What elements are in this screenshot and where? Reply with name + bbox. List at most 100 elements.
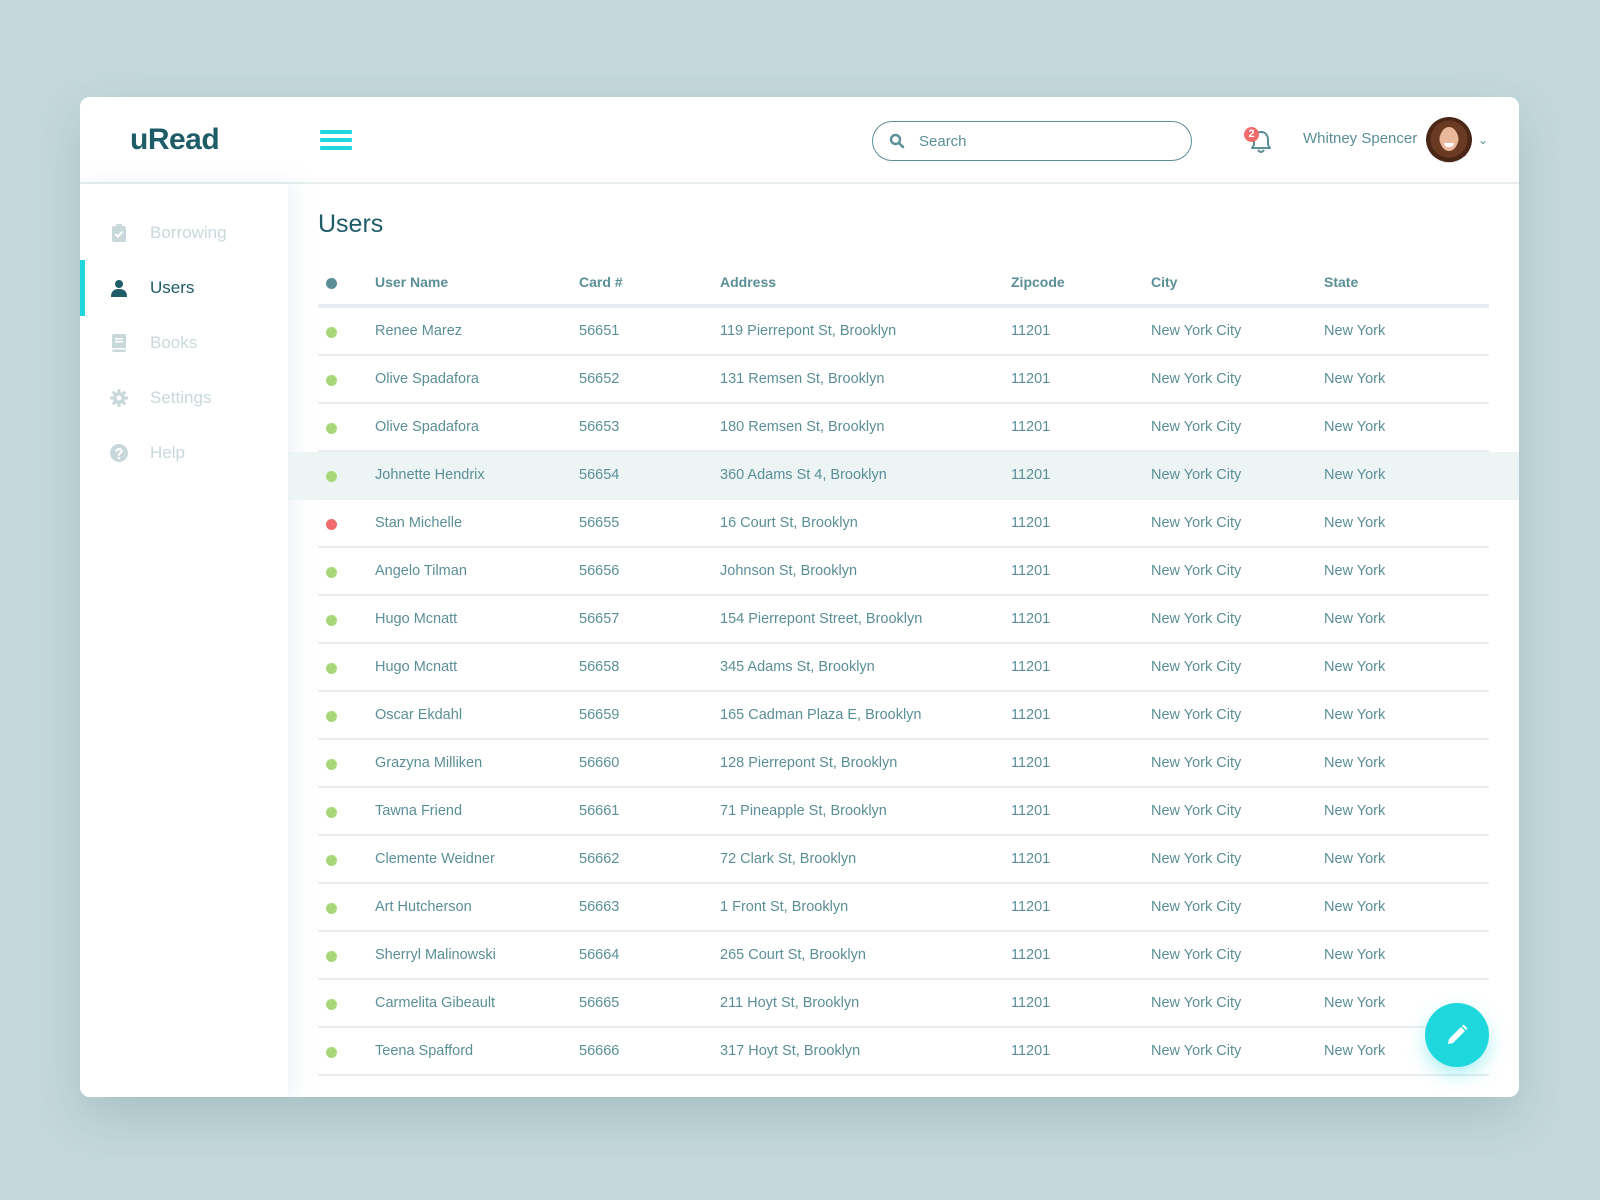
cell-card: 56666: [579, 1043, 620, 1059]
cell-user-name: Johnette Hendrix: [375, 467, 485, 483]
cell-city: New York City: [1151, 611, 1242, 627]
cell-state: New York: [1324, 419, 1386, 435]
table-row[interactable]: Olive Spadafora 56652 131 Remsen St, Brook…: [318, 356, 1489, 404]
cell-zipcode: 11201: [1011, 1043, 1051, 1059]
search-box[interactable]: [872, 121, 1192, 161]
cell-user-name: Sherryl Malinowski: [375, 947, 496, 963]
avatar-smile: [1444, 143, 1454, 147]
cell-city: New York City: [1151, 371, 1242, 387]
column-header-card[interactable]: Card #: [579, 274, 623, 290]
table-row[interactable]: Teena Spafford 56666 317 Hoyt St, Brooklyn…: [318, 1028, 1489, 1076]
cell-card: 56657: [579, 611, 620, 627]
sidebar-item-help[interactable]: Help: [80, 425, 288, 481]
table-row[interactable]: Tawna Friend 56661 71 Pineapple St, Brookl…: [318, 788, 1489, 836]
table-row[interactable]: Renee Marez 56651 119 Pierrepont St, Brook…: [318, 308, 1489, 356]
table-row[interactable]: Sherryl Malinowski 56664 265 Court St, Bro…: [318, 932, 1489, 980]
app-logo[interactable]: uRead: [130, 123, 220, 156]
cell-zipcode: 11201: [1011, 947, 1051, 963]
cell-card: 56662: [579, 851, 620, 867]
column-header-zipcode[interactable]: Zipcode: [1011, 274, 1065, 290]
cell-address: Johnson St, Brooklyn: [720, 563, 858, 579]
edit-fab-button[interactable]: [1425, 1003, 1489, 1067]
table-row[interactable]: Oscar Ekdahl 56659 165 Cadman Plaza E, Bro…: [318, 692, 1489, 740]
cell-user-name: Hugo Mcnatt: [375, 611, 458, 627]
sidebar: Borrowing Users Books: [80, 184, 288, 1097]
cell-city: New York City: [1151, 467, 1242, 483]
cell-state: New York: [1324, 947, 1386, 963]
table-row[interactable]: Grazyna Milliken 56660 128 Pierrepont St, …: [318, 740, 1489, 788]
column-header-address[interactable]: Address: [720, 274, 777, 290]
status-dot: [326, 519, 337, 530]
gear-icon: [110, 389, 128, 407]
table-row[interactable]: Olive Spadafora 56653 180 Remsen St, Brook…: [318, 404, 1489, 452]
cell-user-name: Olive Spadafora: [375, 371, 479, 387]
table-row[interactable]: Stan Michelle 56655 16 Court St, Brooklyn 1…: [318, 500, 1489, 548]
column-header-city[interactable]: City: [1151, 274, 1178, 290]
sidebar-item-label: Books: [150, 333, 198, 352]
user-name[interactable]: Whitney Spencer: [1303, 130, 1418, 147]
table-row[interactable]: Hugo Mcnatt 56658 345 Adams St, Brooklyn 11…: [318, 644, 1489, 692]
table-header: User Name Card # Address Zipcode City St…: [318, 258, 1489, 308]
app-window: uRead 2 Whitney Spencer ⌄: [80, 97, 1519, 1097]
cell-user-name: Hugo Mcnatt: [375, 659, 458, 675]
cell-zipcode: 11201: [1011, 659, 1051, 675]
table-row[interactable]: Hugo Mcnatt 56657 154 Pierrepont Street, B…: [318, 596, 1489, 644]
question-circle-icon: [110, 444, 128, 462]
cell-state: New York: [1324, 371, 1386, 387]
cell-city: New York City: [1151, 515, 1242, 531]
cell-user-name: Carmelita Gibeault: [375, 995, 496, 1011]
search-icon: [889, 133, 905, 149]
status-header-dot[interactable]: [326, 278, 337, 289]
table-row[interactable]: Art Hutcherson 56663 1 Front St, Brooklyn 1…: [318, 884, 1489, 932]
cell-card: 56655: [579, 515, 620, 531]
status-dot: [326, 903, 337, 914]
status-dot: [326, 855, 337, 866]
status-dot: [326, 327, 337, 338]
cell-zipcode: 11201: [1011, 803, 1051, 819]
sidebar-item-books[interactable]: Books: [80, 315, 288, 371]
cell-address: 180 Remsen St, Brooklyn: [720, 419, 885, 435]
cell-card: 56665: [579, 995, 620, 1011]
cell-zipcode: 11201: [1011, 611, 1051, 627]
status-dot: [326, 471, 337, 482]
column-header-user-name[interactable]: User Name: [375, 274, 449, 290]
status-dot: [326, 663, 337, 674]
column-header-state[interactable]: State: [1324, 274, 1359, 290]
status-dot: [326, 999, 337, 1010]
chevron-down-icon[interactable]: ⌄: [1478, 133, 1489, 147]
cell-card: 56653: [579, 419, 620, 435]
cell-zipcode: 11201: [1011, 899, 1051, 915]
sidebar-item-borrowing[interactable]: Borrowing: [80, 205, 288, 261]
cell-zipcode: 11201: [1011, 707, 1051, 723]
sidebar-item-settings[interactable]: Settings: [80, 370, 288, 426]
cell-city: New York City: [1151, 851, 1242, 867]
cell-user-name: Angelo Tilman: [375, 563, 467, 579]
cell-user-name: Tawna Friend: [375, 803, 463, 819]
status-dot: [326, 807, 337, 818]
hamburger-line: [320, 138, 352, 142]
table-row[interactable]: Clemente Weidner 56662 72 Clark St, Brookl…: [318, 836, 1489, 884]
cell-city: New York City: [1151, 803, 1242, 819]
cell-zipcode: 11201: [1011, 755, 1051, 771]
cell-state: New York: [1324, 563, 1386, 579]
cell-address: 165 Cadman Plaza E, Brooklyn: [720, 707, 922, 723]
sidebar-item-users[interactable]: Users: [80, 260, 288, 316]
cell-address: 345 Adams St, Brooklyn: [720, 659, 875, 675]
avatar[interactable]: [1426, 117, 1472, 163]
search-input[interactable]: [919, 132, 1159, 150]
cell-state: New York: [1324, 1043, 1386, 1059]
notifications-button[interactable]: 2: [1244, 127, 1274, 157]
sidebar-item-label: Users: [150, 278, 195, 297]
cell-address: 154 Pierrepont Street, Brooklyn: [720, 611, 923, 627]
cell-city: New York City: [1151, 323, 1242, 339]
menu-toggle-button[interactable]: [320, 130, 352, 150]
cell-zipcode: 11201: [1011, 371, 1051, 387]
page-title: Users: [318, 210, 384, 238]
table-body: Renee Marez 56651 119 Pierrepont St, Brook…: [288, 308, 1519, 1076]
table-row[interactable]: Johnette Hendrix 56654 360 Adams St 4, Bro…: [288, 452, 1519, 500]
hamburger-line: [320, 146, 352, 150]
cell-state: New York: [1324, 755, 1386, 771]
table-row[interactable]: Angelo Tilman 56656 Johnson St, Brooklyn 11…: [318, 548, 1489, 596]
table-row[interactable]: Carmelita Gibeault 56665 211 Hoyt St, Broo…: [318, 980, 1489, 1028]
cell-address: 360 Adams St 4, Brooklyn: [720, 467, 887, 483]
